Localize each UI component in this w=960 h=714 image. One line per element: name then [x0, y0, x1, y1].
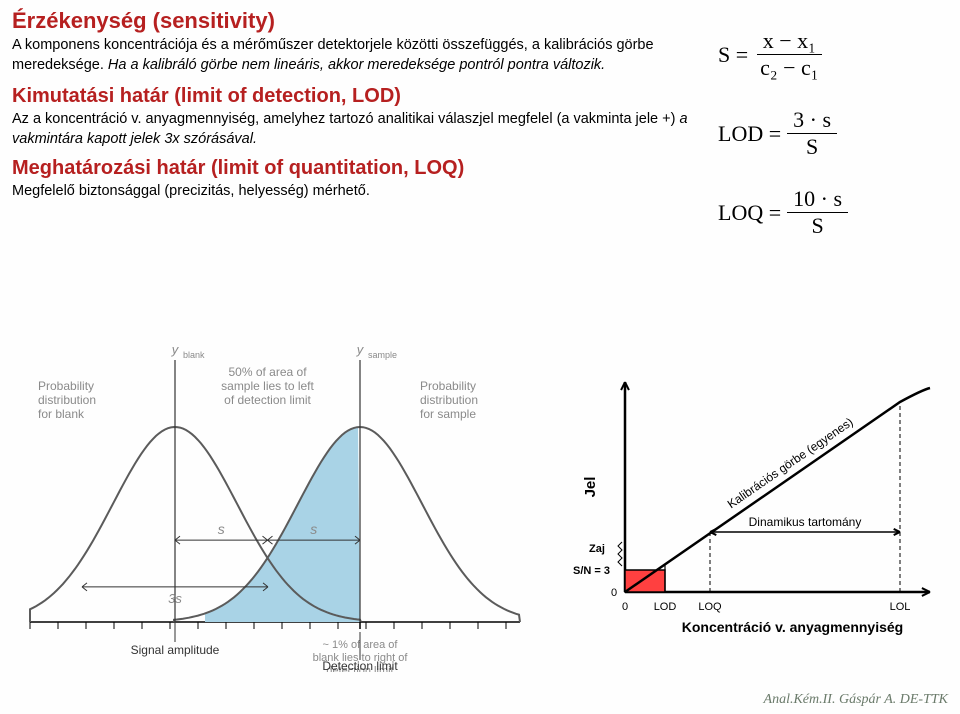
para1-part-b: Ha a kalibráló görbe nem lineáris, akkor…	[108, 57, 605, 73]
svg-text:y: y	[356, 342, 365, 357]
svg-text:Dinamikus tartomány: Dinamikus tartomány	[749, 515, 862, 529]
formula-loq-num: 10 · s	[787, 186, 848, 213]
heading-loq: Meghatározási határ (limit of quantitati…	[12, 157, 688, 180]
para-sensitivity: A komponens koncentrációja és a mérőműsz…	[12, 36, 688, 75]
svg-text:Zaj: Zaj	[589, 543, 605, 555]
svg-text:50% of area of: 50% of area of	[228, 365, 307, 379]
svg-text:0: 0	[622, 601, 628, 613]
svg-text:s: s	[218, 521, 225, 537]
formula-loq-lhs: LOQ =	[718, 200, 781, 226]
formula-s-lhs: S =	[718, 42, 748, 68]
svg-text:Jel: Jel	[582, 477, 599, 498]
para-loq: Megfelelő biztonsággal (precizitás, hely…	[12, 182, 688, 202]
svg-text:Kalibrációs görbe (egyenes): Kalibrációs görbe (egyenes)	[725, 415, 856, 511]
formula-loq-den: S	[805, 213, 829, 239]
svg-text:sample: sample	[368, 350, 397, 360]
formula-lod-den: S	[800, 134, 824, 160]
svg-text:3s: 3s	[168, 591, 182, 606]
formula-loq: LOQ = 10 · s S	[718, 186, 948, 239]
svg-text:of detection limit: of detection limit	[224, 393, 311, 407]
formula-s-num: x − x₁	[757, 28, 822, 55]
formula-lod: LOD = 3 · s S	[718, 107, 948, 160]
para2-part-a: Az a koncentráció v. anyagmennyiség, ame…	[12, 111, 679, 127]
figure-calibration-range: JelZajS/N = 300LODLOQLOLKoncentráció v. …	[550, 362, 950, 662]
formula-block: S = x − x₁ c₂ − c₁ LOD = 3 · s S LOQ = 1…	[718, 28, 948, 265]
svg-text:Probability: Probability	[420, 379, 476, 393]
svg-text:Detection limit: Detection limit	[322, 659, 398, 672]
para-lod: Az a koncentráció v. anyagmennyiség, ame…	[12, 110, 688, 149]
svg-text:for blank: for blank	[38, 407, 85, 421]
svg-text:LOL: LOL	[890, 601, 911, 613]
svg-text:0: 0	[611, 587, 617, 599]
svg-text:s: s	[310, 521, 317, 537]
svg-text:distribution: distribution	[38, 393, 96, 407]
svg-text:Koncentráció v. anyagmennyiség: Koncentráció v. anyagmennyiség	[682, 619, 903, 635]
formula-sensitivity: S = x − x₁ c₂ − c₁	[718, 28, 948, 81]
svg-text:Probability: Probability	[38, 379, 94, 393]
footer-credit: Anal.Kém.II. Gáspár A. DE-TTK	[764, 692, 948, 708]
svg-text:LOQ: LOQ	[698, 601, 722, 613]
svg-text:sample lies to left: sample lies to left	[221, 379, 314, 393]
svg-text:y: y	[171, 342, 180, 357]
svg-text:blank: blank	[183, 350, 205, 360]
svg-text:LOD: LOD	[654, 601, 677, 613]
svg-text:distribution: distribution	[420, 393, 478, 407]
formula-s-den: c₂ − c₁	[754, 55, 824, 81]
svg-text:S/N = 3: S/N = 3	[573, 565, 610, 577]
figure-gaussian-distributions: ss3syblankysampleProbabilitydistribution…	[0, 342, 540, 672]
heading-sensitivity: Érzékenység (sensitivity)	[12, 8, 688, 34]
formula-lod-num: 3 · s	[787, 107, 837, 134]
svg-text:Signal amplitude: Signal amplitude	[131, 643, 220, 657]
formula-lod-lhs: LOD =	[718, 121, 781, 147]
svg-text:for sample: for sample	[420, 407, 476, 421]
heading-lod: Kimutatási határ (limit of detection, LO…	[12, 85, 688, 108]
